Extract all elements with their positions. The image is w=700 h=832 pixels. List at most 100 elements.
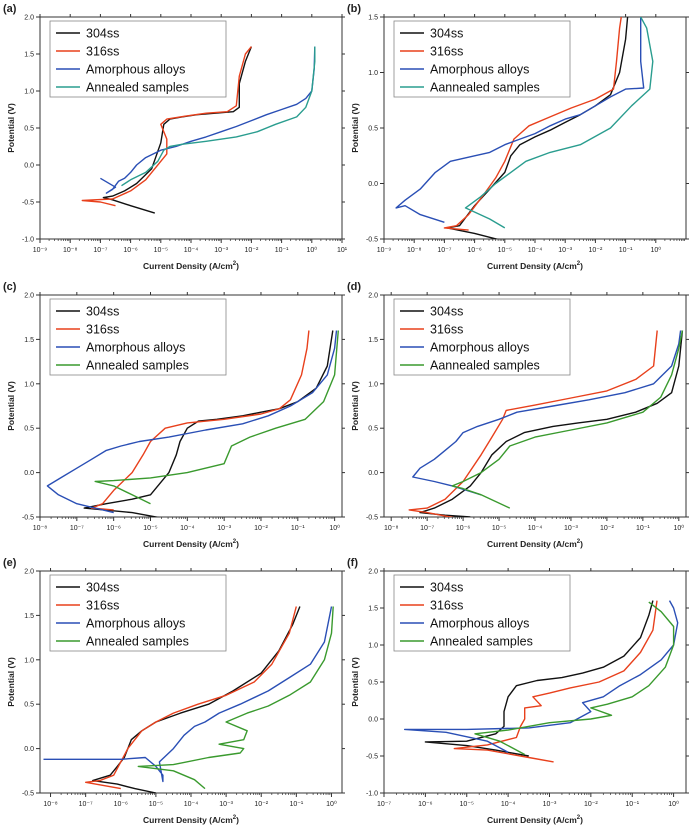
y-axis-label: Potential (V) xyxy=(6,657,16,707)
legend-entry: 304ss xyxy=(430,27,463,41)
chart-panel-a: (a) 10⁻⁹ 10⁻⁸ 10⁻⁷ 10⁻⁶ 10⁻⁵ 10⁻⁴ 10⁻³ 10⁻² 10⁻¹ 1… xyxy=(3,3,348,271)
x-tick-label: 10⁰ xyxy=(668,800,679,808)
x-tick-label: 10⁻⁶ xyxy=(114,801,128,808)
chart-panel-c: (c) 10⁻⁸ 10⁻⁷ 10⁻⁶ 10⁻⁵ 10⁻⁴ 10⁻³ 10⁻² 10⁻¹ 10⁰ -0… xyxy=(3,281,345,549)
chart-panel-b: (b) 10⁻⁹ 10⁻⁸ 10⁻⁷ 10⁻⁶ 10⁻⁵ 10⁻⁴ 10⁻³ 10⁻² 10⁻¹ 1… xyxy=(347,3,689,271)
y-tick-label: -0.5 xyxy=(366,515,378,522)
legend-entry: 304ss xyxy=(86,27,119,41)
chart-panel-e: (e) 10⁻⁸ 10⁻⁷ 10⁻⁶ 10⁻⁵ 10⁻⁴ 10⁻³ 10⁻² 10⁻¹ 10⁰ -0… xyxy=(3,557,345,825)
x-tick-label: 10⁻² xyxy=(600,525,614,532)
y-tick-label: 2.0 xyxy=(24,569,34,576)
series-line-annealed-samples xyxy=(137,606,334,790)
x-tick-label: 10⁻⁴ xyxy=(180,525,195,532)
y-tick-label: 0.5 xyxy=(24,702,34,709)
x-axis-label-end: ) xyxy=(580,261,583,271)
x-tick-label: 10⁻¹ xyxy=(619,247,633,254)
x-tick-label: 10⁻¹ xyxy=(625,801,639,808)
x-tick-label: 10⁰ xyxy=(651,246,662,254)
y-tick-label: 1.5 xyxy=(24,613,34,620)
chart-panel-f: (f) 10⁻⁷ 10⁻⁶ 10⁻⁵ 10⁻⁴ 10⁻³ 10⁻² 10⁻¹ 10⁰ -1.0 -0… xyxy=(347,557,689,825)
series-group xyxy=(395,17,654,239)
y-tick-label: -0.5 xyxy=(22,515,34,522)
x-tick-label: 10⁻⁴ xyxy=(528,525,543,532)
x-tick-label: 10⁻⁵ xyxy=(143,525,157,532)
series-line-304ss xyxy=(102,46,253,214)
series-line-316ss xyxy=(408,330,658,517)
y-tick-label: 1.5 xyxy=(24,337,34,344)
x-tick-label: 10⁻² xyxy=(254,525,268,532)
x-axis-label: Current Density (A/cm2) xyxy=(487,261,583,271)
x-tick-label: 10⁻⁵ xyxy=(498,247,512,254)
panel-label: (a) xyxy=(3,3,17,15)
x-tick-label: 10⁻⁵ xyxy=(460,801,474,808)
series-line-annealed-samples xyxy=(94,330,339,505)
x-axis-label-sup: 2 xyxy=(577,539,581,545)
x-axis-label-sup: 2 xyxy=(233,261,237,267)
series-line-amorphous-alloys xyxy=(100,46,316,194)
y-axis-label: Potential (V) xyxy=(350,381,360,431)
y-tick-label: 1.0 xyxy=(24,89,34,96)
y-tick-label: -1.0 xyxy=(22,237,34,244)
x-axis-label-end: ) xyxy=(580,815,583,825)
x-tick-label: 10⁻⁴ xyxy=(528,247,543,254)
y-tick-label: -0.5 xyxy=(366,237,378,244)
legend: 304ss 316ss Amorphous alloys Aannealed samp… xyxy=(393,298,571,376)
y-tick-label: 2.0 xyxy=(24,293,34,300)
legend-entry: 316ss xyxy=(86,323,119,337)
y-tick-label: 1.0 xyxy=(368,70,378,77)
x-axis-label-main: Current Density (A/cm xyxy=(143,815,233,825)
y-tick-label: 1.5 xyxy=(368,337,378,344)
series-line-annealed-samples xyxy=(474,601,675,756)
y-tick-label: 0.0 xyxy=(24,163,34,170)
series-line-304ss xyxy=(446,17,629,239)
legend-entry: Aannealed samples xyxy=(430,359,540,373)
y-tick-label: 1.0 xyxy=(368,643,378,650)
x-tick-label: 10⁻² xyxy=(254,801,268,808)
x-tick-label: 10⁻⁴ xyxy=(184,801,199,808)
y-axis-label: Potential (V) xyxy=(6,103,16,153)
legend-entry: Annealed samples xyxy=(430,635,533,649)
y-tick-label: 0.5 xyxy=(24,126,34,133)
x-tick-label: 10⁰ xyxy=(326,800,337,808)
legend-entry: 316ss xyxy=(86,45,119,59)
series-line-316ss xyxy=(90,330,310,511)
x-axis-label-sup: 2 xyxy=(577,815,581,821)
y-tick-label: -0.5 xyxy=(366,754,378,761)
x-tick-label: 10⁻⁸ xyxy=(407,247,421,254)
legend-entry: Amorphous alloys xyxy=(430,63,529,77)
y-axis-label: Potential (V) xyxy=(6,381,16,431)
x-tick-label: 10⁻⁷ xyxy=(93,247,107,254)
x-tick-label: 10⁰ xyxy=(307,246,318,254)
series-group xyxy=(46,330,339,517)
legend-entry: Amorphous alloys xyxy=(86,617,185,631)
y-tick-label: 1.5 xyxy=(24,52,34,59)
y-tick-label: 2.0 xyxy=(368,569,378,576)
x-axis-label-main: Current Density (A/cm xyxy=(487,815,577,825)
x-tick-label: 10⁻¹ xyxy=(275,247,289,254)
series-line-304ss xyxy=(424,600,654,757)
y-axis-label: Potential (V) xyxy=(350,103,360,153)
x-axis-label-sup: 2 xyxy=(233,815,237,821)
y-tick-label: -1.0 xyxy=(366,791,378,798)
x-tick-label: 10⁻⁷ xyxy=(70,525,84,532)
x-tick-label: 10⁻⁵ xyxy=(149,801,163,808)
legend-entry: 304ss xyxy=(86,581,119,595)
series-line-316ss xyxy=(85,606,297,790)
legend-entry: Amorphous alloys xyxy=(430,617,529,631)
y-tick-label: -0.5 xyxy=(22,200,34,207)
x-tick-label: 10⁻³ xyxy=(219,801,233,808)
series-line-annealed-samples xyxy=(121,46,316,187)
y-axis-label: Potential (V) xyxy=(350,657,360,707)
x-tick-label: 10⁻⁹ xyxy=(33,247,47,254)
legend-entry: Annealed samples xyxy=(86,81,189,95)
y-tick-label: 1.5 xyxy=(368,15,378,22)
series-line-amorphous-alloys xyxy=(46,330,338,514)
y-tick-label: 1.0 xyxy=(24,381,34,388)
x-tick-label: 10⁻¹ xyxy=(636,525,650,532)
x-tick-label: 10⁻⁶ xyxy=(418,801,432,808)
panel-label: (e) xyxy=(3,557,17,569)
chart-panel-d: (d) 10⁻⁸ 10⁻⁷ 10⁻⁶ 10⁻⁵ 10⁻⁴ 10⁻³ 10⁻² 10⁻¹ 10⁰ -0… xyxy=(347,281,689,549)
y-tick-label: 0.0 xyxy=(24,470,34,477)
series-line-aannealed-samples xyxy=(451,330,684,509)
x-tick-label: 10⁻⁵ xyxy=(154,247,168,254)
